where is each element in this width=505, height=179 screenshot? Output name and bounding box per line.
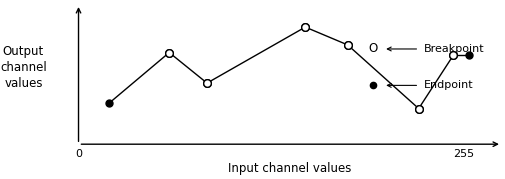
Text: O: O <box>367 42 377 55</box>
Text: Endpoint: Endpoint <box>423 80 472 90</box>
Text: Breakpoint: Breakpoint <box>423 44 483 54</box>
X-axis label: Input channel values: Input channel values <box>228 162 351 175</box>
Text: Output
channel
values: Output channel values <box>0 45 47 90</box>
